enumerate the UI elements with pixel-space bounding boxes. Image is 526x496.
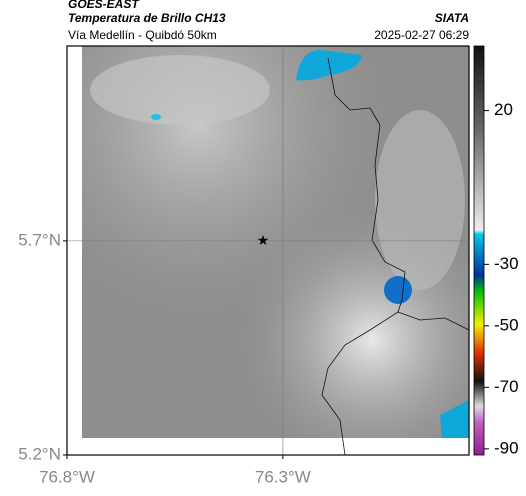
lon-label: 76.3°W — [255, 467, 311, 486]
border — [321, 311, 399, 456]
imagery — [82, 46, 469, 438]
colorbar-label: -50 — [494, 315, 519, 334]
colorbar-label: -30 — [494, 254, 519, 273]
marker: ★ — [257, 232, 270, 248]
colorbar-label: -70 — [494, 377, 519, 396]
border — [327, 57, 470, 331]
colorbar — [473, 45, 485, 456]
lon-label: 76.8°W — [39, 467, 95, 486]
agency: SIATA — [435, 11, 469, 25]
colorbar-label: 20 — [494, 100, 513, 119]
datetime: 2025-02-27 06:29 — [374, 28, 469, 42]
location: Vía Medellín - Quibdó 50km — [68, 28, 217, 42]
lat-label: 5.2°N — [18, 444, 61, 463]
product: Temperatura de Brillo CH13 — [68, 11, 226, 25]
colorbar-label: -90 — [494, 438, 519, 457]
lat-label: 5.7°N — [18, 230, 61, 249]
source: GOES-EAST — [68, 0, 140, 11]
map-frame — [66, 45, 470, 456]
